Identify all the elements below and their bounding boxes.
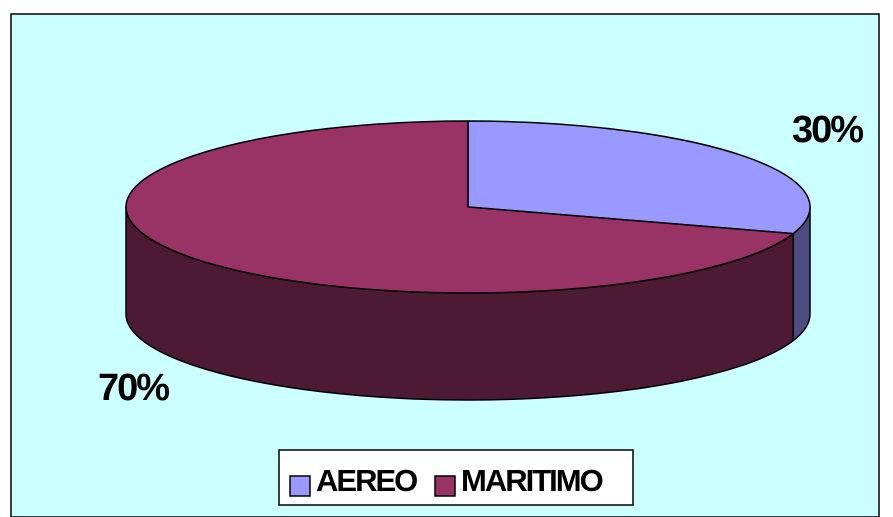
legend: AEREO MARITIMO <box>278 449 634 506</box>
pie-slice-maritimo <box>125 120 795 294</box>
legend-swatch-maritimo <box>434 475 456 497</box>
legend-swatch-aereo <box>289 475 311 497</box>
legend-box <box>278 449 634 506</box>
legend-label-maritimo: MARITIMO <box>461 463 603 498</box>
legend-label-aereo: AEREO <box>316 463 417 498</box>
data-label-aereo: 30% <box>792 109 863 151</box>
pie-slice-aereo <box>467 120 811 235</box>
pie-tops <box>125 120 811 294</box>
data-label-maritimo: 70% <box>98 367 169 409</box>
